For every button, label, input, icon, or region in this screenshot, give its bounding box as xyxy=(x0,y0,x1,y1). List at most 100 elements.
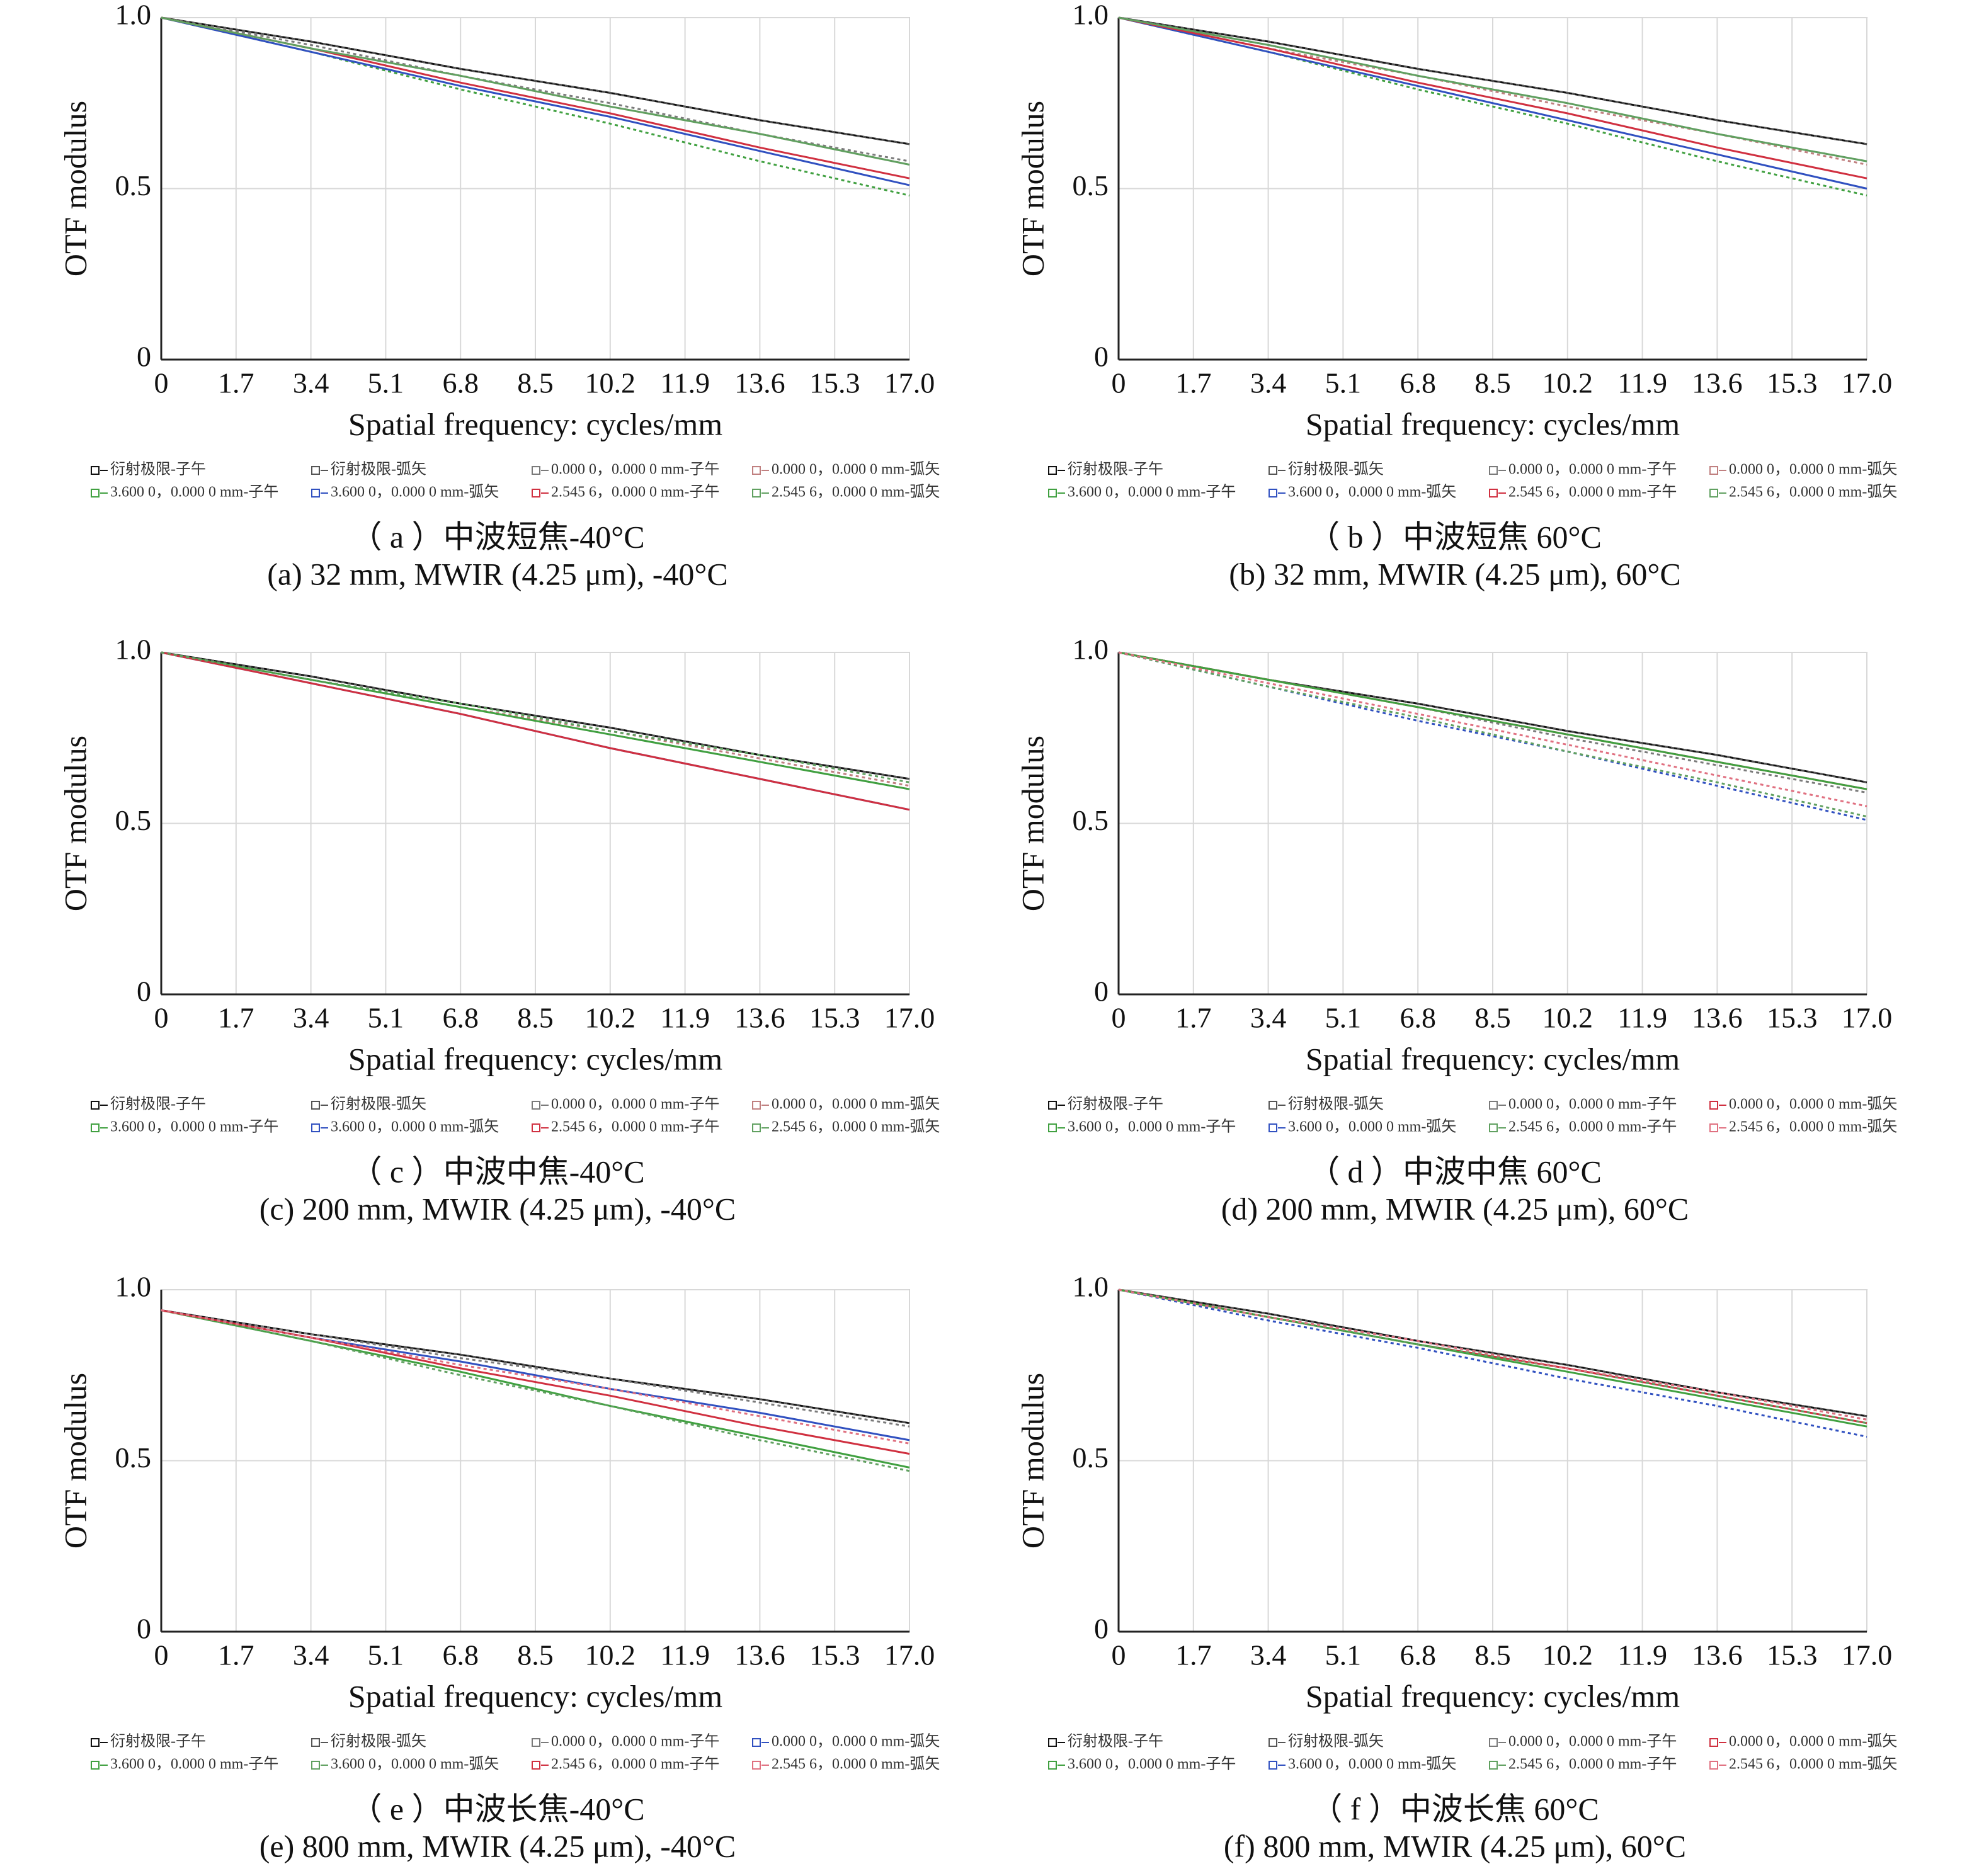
x-tick-label: 8.5 xyxy=(517,367,554,399)
legend-icon xyxy=(1269,1738,1277,1747)
legend-icon xyxy=(1489,1738,1498,1747)
x-tick-label: 10.2 xyxy=(1542,1002,1593,1034)
x-tick-label: 1.7 xyxy=(1175,367,1212,399)
legend-icon xyxy=(1048,1738,1057,1747)
legend-icon xyxy=(311,1123,320,1132)
chart-title: （ b ）中波短焦 60°C xyxy=(1308,519,1602,554)
y-axis-title: OTF modulus xyxy=(1015,1373,1050,1549)
legend-icon xyxy=(1489,1123,1498,1132)
legend-label: 2.545 6，0.000 0 mm-弧矢 xyxy=(772,1118,940,1135)
legend-icon xyxy=(91,1123,100,1132)
series-line xyxy=(161,651,910,783)
legend-label: 3.600 0，0.000 0 mm-弧矢 xyxy=(1288,484,1456,501)
x-tick-label: 17.0 xyxy=(884,367,935,399)
y-axis-title: OTF modulus xyxy=(1015,101,1050,276)
legend-label: 衍射极限-弧矢 xyxy=(1288,1096,1384,1113)
x-tick-label: 10.2 xyxy=(1542,1639,1593,1671)
y-tick-label: 1.0 xyxy=(115,634,152,666)
chart-panel: 0 0.5 1.0 0 1.7 3.4 5.1 6.8 8.5 10.2 11.9 13.6 15.3 1… xyxy=(1015,1271,1897,1864)
y-axis-title: OTF modulus xyxy=(57,1373,93,1549)
chart-caption: (c) 200 mm, MWIR (4.25 μm), -40°C xyxy=(259,1191,736,1226)
x-tick-label: 13.6 xyxy=(1692,1002,1743,1034)
legend-icon xyxy=(1048,466,1057,475)
legend-icon xyxy=(532,1738,540,1747)
y-tick-label: 1.0 xyxy=(115,0,152,31)
x-tick-label: 15.3 xyxy=(1767,1639,1818,1671)
legend-icon xyxy=(1709,466,1718,475)
legend-label: 2.545 6，0.000 0 mm-子午 xyxy=(551,484,719,501)
x-tick-label: 1.7 xyxy=(1175,1639,1212,1671)
legend-label: 3.600 0，0.000 0 mm-子午 xyxy=(1068,1118,1236,1135)
x-tick-label: 17.0 xyxy=(1842,1639,1893,1671)
x-tick-label: 1.7 xyxy=(218,367,254,399)
legend-label: 0.000 0，0.000 0 mm-弧矢 xyxy=(1729,1733,1897,1750)
x-tick-label: 5.1 xyxy=(368,1002,404,1034)
series-line xyxy=(161,651,910,811)
legend-icon xyxy=(752,466,761,475)
x-tick-label: 11.9 xyxy=(1617,1002,1667,1034)
x-tick-label: 1.7 xyxy=(218,1639,254,1671)
x-tick-label: 8.5 xyxy=(1474,1002,1511,1034)
y-axis-title: OTF modulus xyxy=(57,736,93,911)
y-tick-label: 0 xyxy=(1094,341,1109,373)
legend-icon xyxy=(1269,1123,1277,1132)
x-tick-label: 17.0 xyxy=(884,1002,935,1034)
x-tick-label: 5.1 xyxy=(1325,1002,1362,1034)
legend-icon xyxy=(752,1101,761,1110)
x-tick-label: 8.5 xyxy=(1474,367,1511,399)
x-tick-label: 10.2 xyxy=(1542,367,1593,399)
x-tick-label: 13.6 xyxy=(734,367,785,399)
legend-icon xyxy=(532,1123,540,1132)
y-tick-label: 0 xyxy=(1094,1613,1109,1645)
x-tick-label: 6.8 xyxy=(442,367,479,399)
chart-caption: (b) 32 mm, MWIR (4.25 μm), 60°C xyxy=(1229,556,1681,591)
chart-caption: (e) 800 mm, MWIR (4.25 μm), -40°C xyxy=(259,1828,736,1863)
legend-label: 0.000 0，0.000 0 mm-子午 xyxy=(551,461,719,478)
legend-icon xyxy=(91,1101,100,1110)
legend-icon xyxy=(311,466,320,475)
legend-icon xyxy=(1048,1101,1057,1110)
chart-caption: (a) 32 mm, MWIR (4.25 μm), -40°C xyxy=(267,556,727,591)
legend-icon xyxy=(1709,1738,1718,1747)
legend-label: 2.545 6，0.000 0 mm-子午 xyxy=(551,1756,719,1773)
legend-icon xyxy=(752,1761,761,1770)
legend-label: 衍射极限-弧矢 xyxy=(331,1096,426,1113)
x-tick-label: 6.8 xyxy=(442,1639,479,1671)
x-tick-label: 3.4 xyxy=(1250,1639,1287,1671)
legend-label: 衍射极限-子午 xyxy=(1068,461,1163,478)
legend-icon xyxy=(752,1123,761,1132)
y-tick-label: 1.0 xyxy=(1073,1271,1109,1303)
legend-icon xyxy=(1048,1123,1057,1132)
legend-label: 0.000 0，0.000 0 mm-子午 xyxy=(1508,1096,1677,1113)
legend-label: 0.000 0，0.000 0 mm-弧矢 xyxy=(1729,461,1897,478)
legend-icon xyxy=(1269,466,1277,475)
y-tick-label: 0.5 xyxy=(115,804,152,836)
legend-icon xyxy=(1048,489,1057,497)
legend-icon xyxy=(1709,1101,1718,1110)
legend-label: 3.600 0，0.000 0 mm-子午 xyxy=(110,1756,278,1773)
series-line xyxy=(161,1309,910,1445)
legend-icon xyxy=(1489,466,1498,475)
legend-icon xyxy=(1709,489,1718,497)
series-line xyxy=(161,1309,910,1472)
legend-icon xyxy=(1269,1101,1277,1110)
legend-icon xyxy=(1489,1101,1498,1110)
legend-icon xyxy=(311,1101,320,1110)
series-line xyxy=(1118,1288,1867,1421)
series-line xyxy=(161,16,910,166)
y-tick-label: 0.5 xyxy=(115,1441,152,1474)
legend-label: 3.600 0，0.000 0 mm-弧矢 xyxy=(331,1756,499,1773)
legend-icon xyxy=(91,1738,100,1747)
legend-label: 衍射极限-子午 xyxy=(1068,1096,1163,1113)
legend-label: 3.600 0，0.000 0 mm-子午 xyxy=(1068,1756,1236,1773)
chart-title: （ f ）中波长焦 60°C xyxy=(1311,1791,1599,1826)
series-line xyxy=(1118,1288,1867,1438)
legend-label: 2.545 6，0.000 0 mm-弧矢 xyxy=(772,1756,940,1773)
legend-label: 2.545 6，0.000 0 mm-弧矢 xyxy=(1729,484,1897,501)
legend-label: 2.545 6，0.000 0 mm-弧矢 xyxy=(1729,1118,1897,1135)
chart-panel: 0 0.5 1.0 0 1.7 3.4 5.1 6.8 8.5 10.2 11.9 13.6 15.3 1… xyxy=(1015,634,1897,1227)
x-axis-title: Spatial frequency: cycles/mm xyxy=(1306,406,1680,441)
legend-icon xyxy=(91,489,100,497)
legend-label: 3.600 0，0.000 0 mm-子午 xyxy=(1068,484,1236,501)
x-tick-label: 15.3 xyxy=(809,1002,860,1034)
